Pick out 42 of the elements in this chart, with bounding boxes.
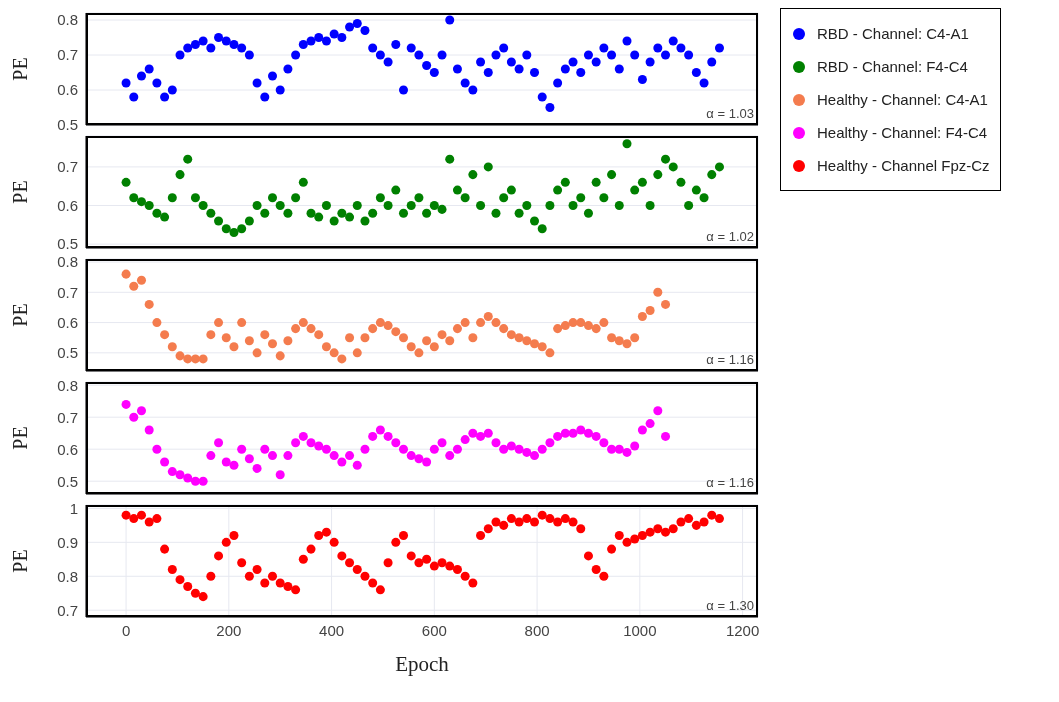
y-tick-label: 0.5: [57, 235, 78, 253]
legend-label: Healthy - Channel: F4-C4: [816, 123, 989, 143]
annotation: α = 1.16: [706, 475, 754, 490]
y-tick-label: 0.6: [57, 81, 78, 99]
y-tick-label: 0.6: [57, 313, 78, 331]
x-tick-label: 800: [524, 621, 550, 639]
y-axis-title: PE: [9, 57, 32, 81]
y-tick-label: 0.8: [57, 567, 78, 585]
legend-label: RBD - Channel: F4-C4: [816, 57, 969, 77]
x-tick-label: 600: [421, 621, 447, 639]
y-tick-label: 0.8: [57, 11, 78, 29]
y-axis-title: PE: [9, 426, 32, 450]
y-tick-label: 0.7: [57, 158, 78, 176]
y-tick-label: 0.5: [57, 116, 78, 134]
y-tick-label: 0.6: [57, 440, 78, 458]
legend-label: Healthy - Channel Fpz-Cz: [816, 156, 990, 176]
annotation: α = 1.30: [706, 598, 754, 613]
y-tick-label: 0.8: [57, 376, 78, 394]
x-axis-title: Epoch: [395, 652, 450, 676]
annotation: α = 1.16: [706, 352, 754, 367]
x-tick-label: 1200: [725, 621, 760, 639]
x-tick-label: 200: [216, 621, 242, 639]
y-tick-label: 0.8: [57, 253, 78, 271]
y-tick-label: 0.6: [57, 196, 78, 214]
x-tick-label: 0: [121, 621, 131, 639]
y-axis-title: PE: [9, 303, 32, 327]
y-tick-label: 0.7: [57, 283, 78, 301]
y-tick-label: 0.7: [57, 601, 78, 619]
y-tick-label: 0.7: [57, 46, 78, 64]
annotation: α = 1.03: [706, 106, 754, 121]
x-tick-label: 1000: [623, 621, 657, 639]
annotation: α = 1.02: [706, 229, 754, 244]
y-tick-label: 0.5: [57, 472, 78, 490]
y-tick-label: 0.5: [57, 344, 78, 362]
x-tick-label: 400: [319, 621, 345, 639]
y-tick-label: 0.9: [57, 533, 78, 551]
legend-label: Healthy - Channel: C4-A1: [816, 90, 989, 110]
y-tick-label: 0.7: [57, 408, 78, 426]
y-axis-title: PE: [9, 180, 32, 204]
y-tick-label: 1: [69, 499, 78, 517]
y-axis-title: PE: [9, 549, 32, 573]
legend-label: RBD - Channel: C4-A1: [816, 24, 970, 44]
